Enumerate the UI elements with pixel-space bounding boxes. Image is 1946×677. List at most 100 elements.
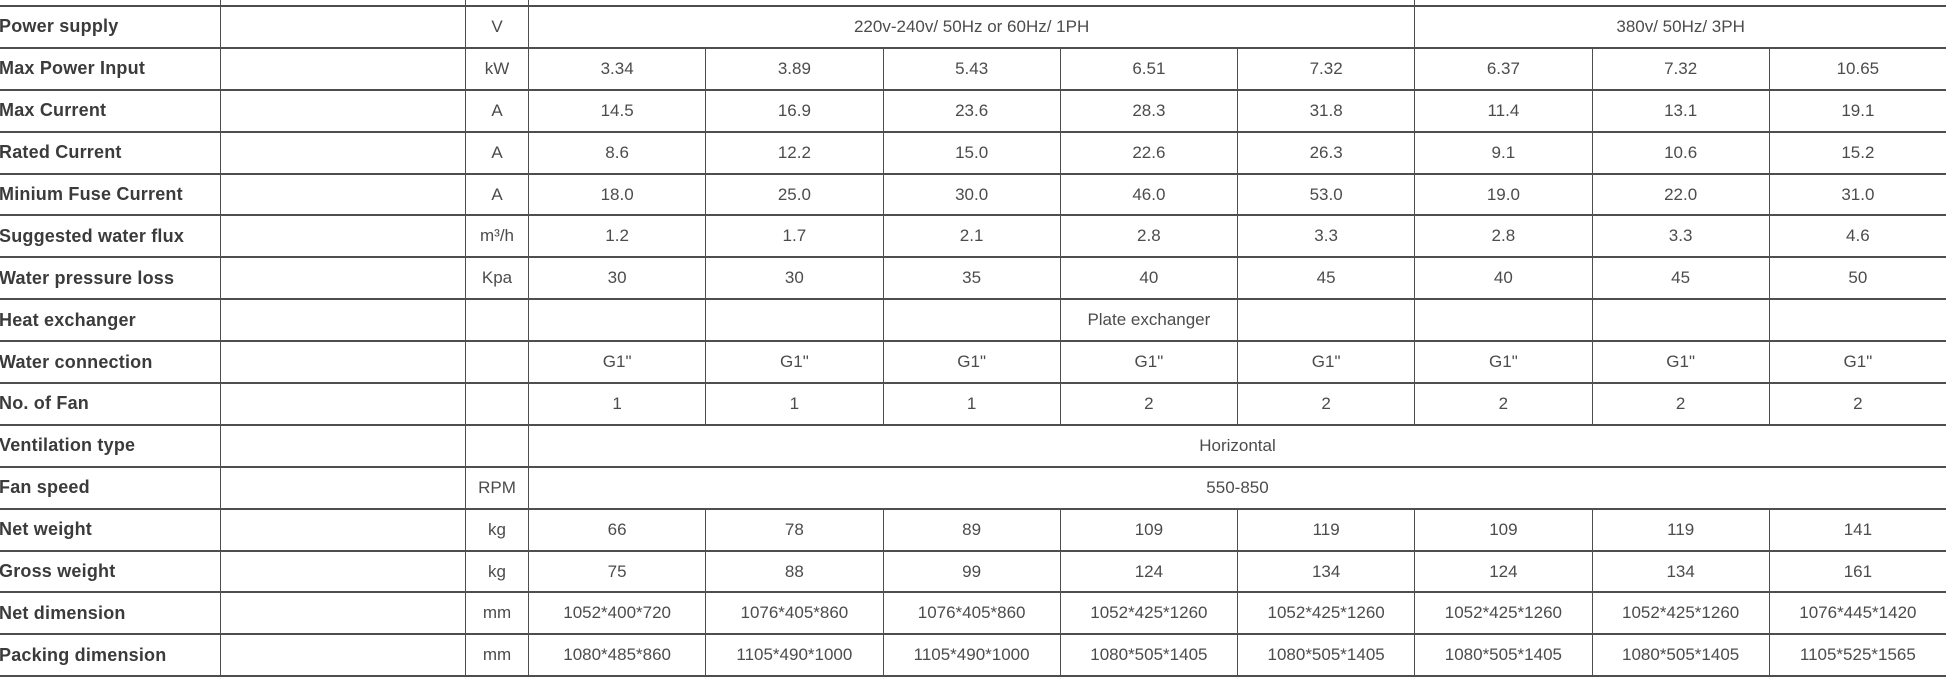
value-cell: 53.0 [1236, 172, 1416, 217]
unit-cell: kg [465, 507, 529, 552]
model-spacer-cell [220, 172, 466, 217]
value-cell: 1080*485*860 [527, 633, 707, 677]
table-row: Packing dimension mm 1080*485*860 1105*490*… [0, 633, 1946, 677]
table-row: Max Power Input kW 3.34 3.89 5.43 6.51 7.32 6.3… [0, 46, 1946, 91]
value-cell: 119 [1591, 507, 1770, 552]
value-cell: 8.6 [527, 130, 707, 175]
unit-cell: mm [465, 633, 529, 677]
value-cell: 1.2 [527, 214, 707, 259]
value-cell [882, 298, 1061, 343]
value-cell: 1080*505*1405 [1591, 633, 1770, 677]
model-spacer-cell [220, 340, 466, 385]
row-label: Minium Fuse Current [0, 172, 221, 217]
unit-cell: kW [465, 46, 529, 91]
value-cell: 124 [1059, 549, 1239, 594]
value-cell: 134 [1236, 549, 1416, 594]
value-cell: 1080*505*1405 [1059, 633, 1239, 677]
value-cell: 3.3 [1236, 214, 1416, 259]
value-cell: 19.1 [1768, 88, 1946, 133]
value-cell: 6.37 [1414, 46, 1593, 91]
value-cell: 2 [1236, 382, 1416, 426]
value-cell: G1" [882, 340, 1061, 385]
value-cell: 78 [705, 507, 884, 552]
value-cell: G1" [1768, 340, 1946, 385]
value-cell: 3.34 [527, 46, 707, 91]
value-cell: 30 [705, 256, 884, 301]
value-cell: G1" [705, 340, 884, 385]
row-label: Fan speed [0, 465, 221, 510]
value-cell: 26.3 [1236, 130, 1416, 175]
unit-cell: m³/h [465, 214, 529, 259]
value-cell: 45 [1591, 256, 1770, 301]
row-label: Net weight [0, 507, 221, 552]
row-label: Heat exchanger [0, 298, 221, 343]
value-cell: Horizontal [528, 423, 1946, 468]
unit-cell: kg [465, 549, 529, 594]
value-cell [1768, 298, 1946, 343]
value-cell: 50 [1768, 256, 1946, 301]
row-label: Max Current [0, 88, 221, 133]
table-row: Suggested water flux m³/h 1.2 1.7 2.1 2.8 3.3 2… [0, 214, 1946, 259]
row-label: Water pressure loss [0, 256, 221, 301]
sliver-cell [527, 0, 1416, 7]
value-cell: 1080*505*1405 [1414, 633, 1593, 677]
value-cell: 25.0 [705, 172, 884, 217]
value-cell: 45 [1236, 256, 1416, 301]
model-spacer-cell [220, 256, 466, 301]
value-cell: 2.8 [1414, 214, 1593, 259]
table-row: Gross weight kg 75 88 99 124 134 124 134 161 [0, 549, 1946, 594]
value-cell: 1105*490*1000 [882, 633, 1061, 677]
value-cell: 5.43 [882, 46, 1061, 91]
row-label: Suggested water flux [0, 214, 221, 259]
value-cell: 2 [1768, 382, 1946, 426]
value-cell: 19.0 [1414, 172, 1593, 217]
value-cell: 1052*425*1260 [1414, 591, 1593, 636]
value-cell: 75 [527, 549, 707, 594]
value-cell: 3.89 [705, 46, 884, 91]
model-spacer-cell [220, 46, 466, 91]
value-cell: 1052*425*1260 [1059, 591, 1239, 636]
value-cell: 1076*405*860 [882, 591, 1061, 636]
table-row: Water pressure loss Kpa 30 30 35 40 45 40 45 50 [0, 256, 1946, 301]
row-label: Water connection [0, 340, 221, 385]
table-row: Ventilation type Horizontal [0, 423, 1946, 468]
value-cell: 46.0 [1059, 172, 1239, 217]
table-row: Power supply V 220v-240v/ 50Hz or 60Hz/ 1P… [0, 5, 1946, 49]
table-row: Net weight kg 66 78 89 109 119 109 119 141 [0, 507, 1946, 552]
value-cell: 109 [1059, 507, 1239, 552]
value-cell: 99 [882, 549, 1061, 594]
row-label: Ventilation type [0, 423, 221, 468]
value-cell: 1052*425*1260 [1236, 591, 1416, 636]
value-cell: 11.4 [1414, 88, 1593, 133]
value-cell: 13.1 [1591, 88, 1770, 133]
row-label: Packing dimension [0, 633, 221, 677]
value-cell: 550-850 [528, 465, 1946, 510]
table-row: Net dimension mm 1052*400*720 1076*405*860 1… [0, 591, 1946, 636]
value-cell: 1105*525*1565 [1768, 633, 1946, 677]
value-cell: G1" [527, 340, 707, 385]
row-label: Net dimension [0, 591, 221, 636]
value-cell [527, 298, 707, 343]
value-cell: 15.2 [1768, 130, 1946, 175]
value-cell: 124 [1414, 549, 1593, 594]
unit-cell: mm [465, 591, 529, 636]
value-cell: 1 [882, 382, 1061, 426]
unit-cell [465, 423, 529, 468]
value-cell: G1" [1059, 340, 1239, 385]
value-cell: 30 [527, 256, 707, 301]
value-cell: 1 [527, 382, 707, 426]
value-cell: 1076*405*860 [705, 591, 884, 636]
unit-cell: A [465, 88, 529, 133]
unit-cell: Kpa [465, 256, 529, 301]
value-cell: 31.8 [1236, 88, 1416, 133]
row-label: No. of Fan [0, 382, 221, 426]
value-cell: 28.3 [1059, 88, 1239, 133]
model-spacer-cell [220, 423, 466, 468]
value-cell [1236, 298, 1416, 343]
value-cell: 2 [1414, 382, 1593, 426]
value-cell: 12.2 [705, 130, 884, 175]
value-cell: 7.32 [1591, 46, 1770, 91]
value-cell: 14.5 [527, 88, 707, 133]
